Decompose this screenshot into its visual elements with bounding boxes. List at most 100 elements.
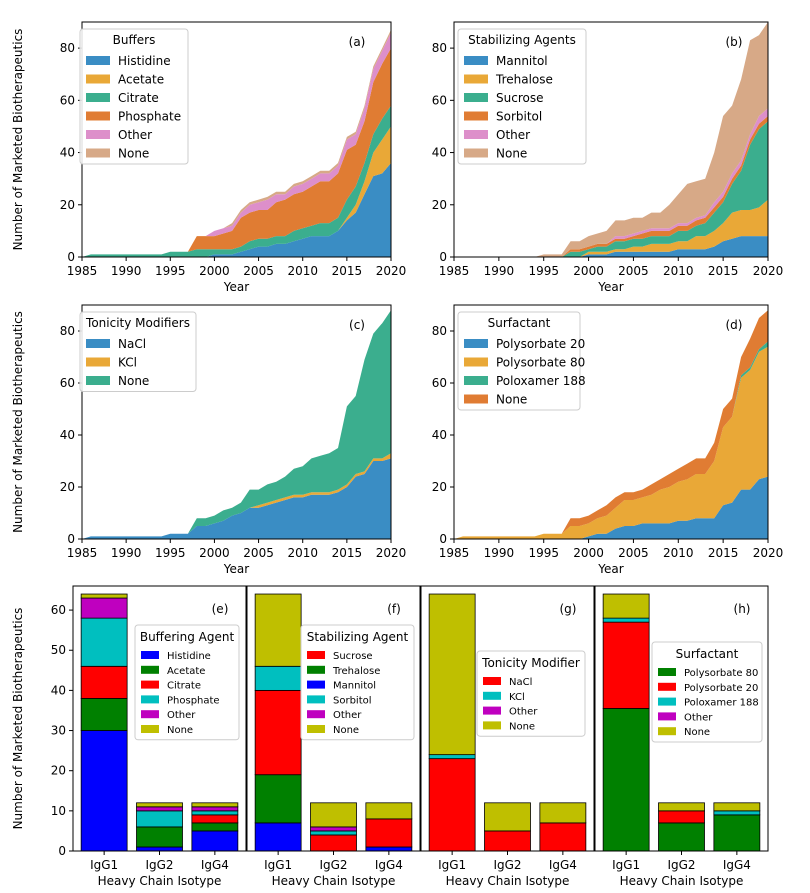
bar-segment-igg1-sorbitol bbox=[254, 665, 302, 691]
bar-segment-igg2-acetate bbox=[136, 826, 183, 848]
y-tick-label: 80 bbox=[60, 324, 75, 338]
legend-label: None bbox=[496, 147, 527, 161]
y-tick-label: 0 bbox=[58, 844, 66, 858]
x-tick-label: 1990 bbox=[484, 264, 515, 278]
bar-segment-igg4-sucrose bbox=[365, 818, 413, 848]
x-tick-label: 2005 bbox=[243, 264, 274, 278]
legend-swatch bbox=[86, 111, 110, 121]
bar-segment-igg4-histidine bbox=[191, 830, 239, 852]
x-tick-label: 2005 bbox=[243, 546, 274, 560]
x-tick-label: 1990 bbox=[111, 546, 142, 560]
x-tick-label: 2005 bbox=[618, 264, 649, 278]
y-tick-label: 60 bbox=[60, 93, 75, 107]
legend-label: Trehalose bbox=[495, 73, 553, 87]
legend-swatch bbox=[141, 725, 159, 733]
bar-segment-igg4-other bbox=[191, 806, 239, 812]
legend-swatch bbox=[141, 710, 159, 719]
x-tick-label: 2015 bbox=[332, 264, 363, 278]
axes-frame bbox=[246, 585, 421, 852]
bar-segment-igg2-none bbox=[310, 802, 357, 828]
x-tick-label: 1990 bbox=[111, 264, 142, 278]
legend-label: None bbox=[167, 725, 193, 736]
legend-swatch bbox=[141, 680, 159, 689]
bar-segment-igg1-other bbox=[80, 597, 128, 619]
legend-swatch bbox=[307, 695, 325, 704]
legend-label: Other bbox=[509, 707, 538, 718]
legend-label: Poloxamer 188 bbox=[684, 698, 759, 709]
legend-swatch bbox=[464, 148, 488, 158]
bar-segment-igg1-acetate bbox=[80, 698, 128, 731]
legend-label: Mannitol bbox=[496, 54, 548, 68]
x-axis-label: Year bbox=[223, 562, 249, 576]
chart-c: 1985 1990 1995 2000 2005 2010 2015 2020 Year 0 20 4… bbox=[11, 304, 406, 576]
legend-swatch bbox=[464, 111, 488, 121]
x-tick-label: IgG2 bbox=[319, 858, 347, 872]
x-tick-label: IgG1 bbox=[438, 858, 466, 872]
legend-label: Other bbox=[333, 710, 362, 721]
y-tick-label: 0 bbox=[439, 532, 447, 546]
y-axis-label: Number of Marketed Biotherapeutics bbox=[11, 608, 25, 830]
bar-segment-igg2-histidine bbox=[136, 846, 183, 852]
x-tick-label: IgG2 bbox=[667, 858, 695, 872]
x-tick-label: 1995 bbox=[155, 264, 186, 278]
area-series-mannitol bbox=[454, 236, 768, 257]
x-tick-label: IgG1 bbox=[612, 858, 640, 872]
legend-swatch bbox=[141, 695, 159, 704]
x-tick-label: IgG2 bbox=[145, 858, 173, 872]
panel-label: (e) bbox=[212, 602, 229, 616]
axes-frame bbox=[594, 585, 769, 852]
bar-segment-igg2-none bbox=[658, 802, 705, 812]
legend-title: Stabilizing Agents bbox=[468, 33, 576, 47]
legend-swatch bbox=[464, 339, 488, 348]
chart-a: 1985 1990 1995 2000 2005 2010 2015 2020 Year 0 20 4… bbox=[11, 21, 406, 294]
legend-label: None bbox=[684, 727, 710, 738]
legend-label: Other bbox=[496, 128, 530, 142]
legend-swatch bbox=[658, 668, 676, 676]
y-tick-label: 80 bbox=[60, 41, 75, 55]
x-axis-label: Year bbox=[223, 280, 249, 294]
axes-frame bbox=[72, 585, 247, 852]
bar-segment-igg1-trehalose bbox=[254, 774, 302, 824]
x-tick-label: 1985 bbox=[439, 546, 470, 560]
legend-label: Sorbitol bbox=[333, 695, 372, 706]
x-tick-label: 2010 bbox=[663, 264, 694, 278]
x-tick-label: IgG4 bbox=[375, 858, 403, 872]
legend-label: Polysorbate 20 bbox=[496, 337, 585, 351]
panel-label: (g) bbox=[560, 602, 577, 616]
legend-label: Acetate bbox=[167, 666, 205, 677]
bar-segment-igg2-other bbox=[136, 806, 183, 812]
legend-swatch bbox=[464, 56, 488, 65]
x-tick-label: IgG4 bbox=[201, 858, 229, 872]
legend-swatch bbox=[86, 130, 110, 139]
legend-label: KCl bbox=[509, 692, 525, 703]
chart-b: 1985 1990 1995 2000 2005 2010 2015 2020 Year 0 20 4… bbox=[432, 21, 783, 294]
legend-label: Other bbox=[684, 712, 713, 723]
x-tick-label: IgG4 bbox=[723, 858, 751, 872]
legend-label: Mannitol bbox=[333, 681, 376, 692]
legend-title: Surfactant bbox=[676, 647, 739, 661]
legend-label: Histidine bbox=[118, 54, 171, 68]
legend-swatch bbox=[483, 677, 501, 685]
panel-label: (c) bbox=[349, 318, 365, 332]
x-tick-label: IgG1 bbox=[90, 858, 118, 872]
bar-segment-igg1-none bbox=[80, 593, 128, 599]
x-axis-label: Heavy Chain Isotype bbox=[98, 874, 222, 888]
bar-segment-igg1-polysorbate-20 bbox=[602, 621, 650, 709]
legend-swatch bbox=[307, 665, 325, 674]
bar-segment-igg2-phosphate bbox=[136, 810, 183, 828]
legend-label: Polysorbate 80 bbox=[496, 356, 585, 370]
legend-label: Poloxamer 188 bbox=[496, 374, 586, 388]
legend-label: None bbox=[118, 147, 149, 161]
x-tick-label: 1995 bbox=[528, 264, 559, 278]
legend-swatch bbox=[307, 725, 325, 733]
bar-segment-igg1-mannitol bbox=[254, 822, 302, 852]
legend-title: Buffering Agent bbox=[140, 630, 235, 644]
legend-swatch bbox=[464, 130, 488, 139]
legend-label: Sorbitol bbox=[496, 110, 542, 124]
chart-e: IgG1 IgG2 IgG4 Heavy Chain Isotype 0 10 20 30 40… bbox=[11, 585, 247, 888]
bar-segment-igg1-none bbox=[428, 593, 476, 756]
legend-label: Polysorbate 20 bbox=[684, 683, 758, 694]
legend-title: Stabilizing Agent bbox=[307, 630, 409, 644]
legend-title: Tonicity Modifier bbox=[481, 656, 580, 670]
bar-segment-igg2-sucrose bbox=[310, 834, 357, 852]
